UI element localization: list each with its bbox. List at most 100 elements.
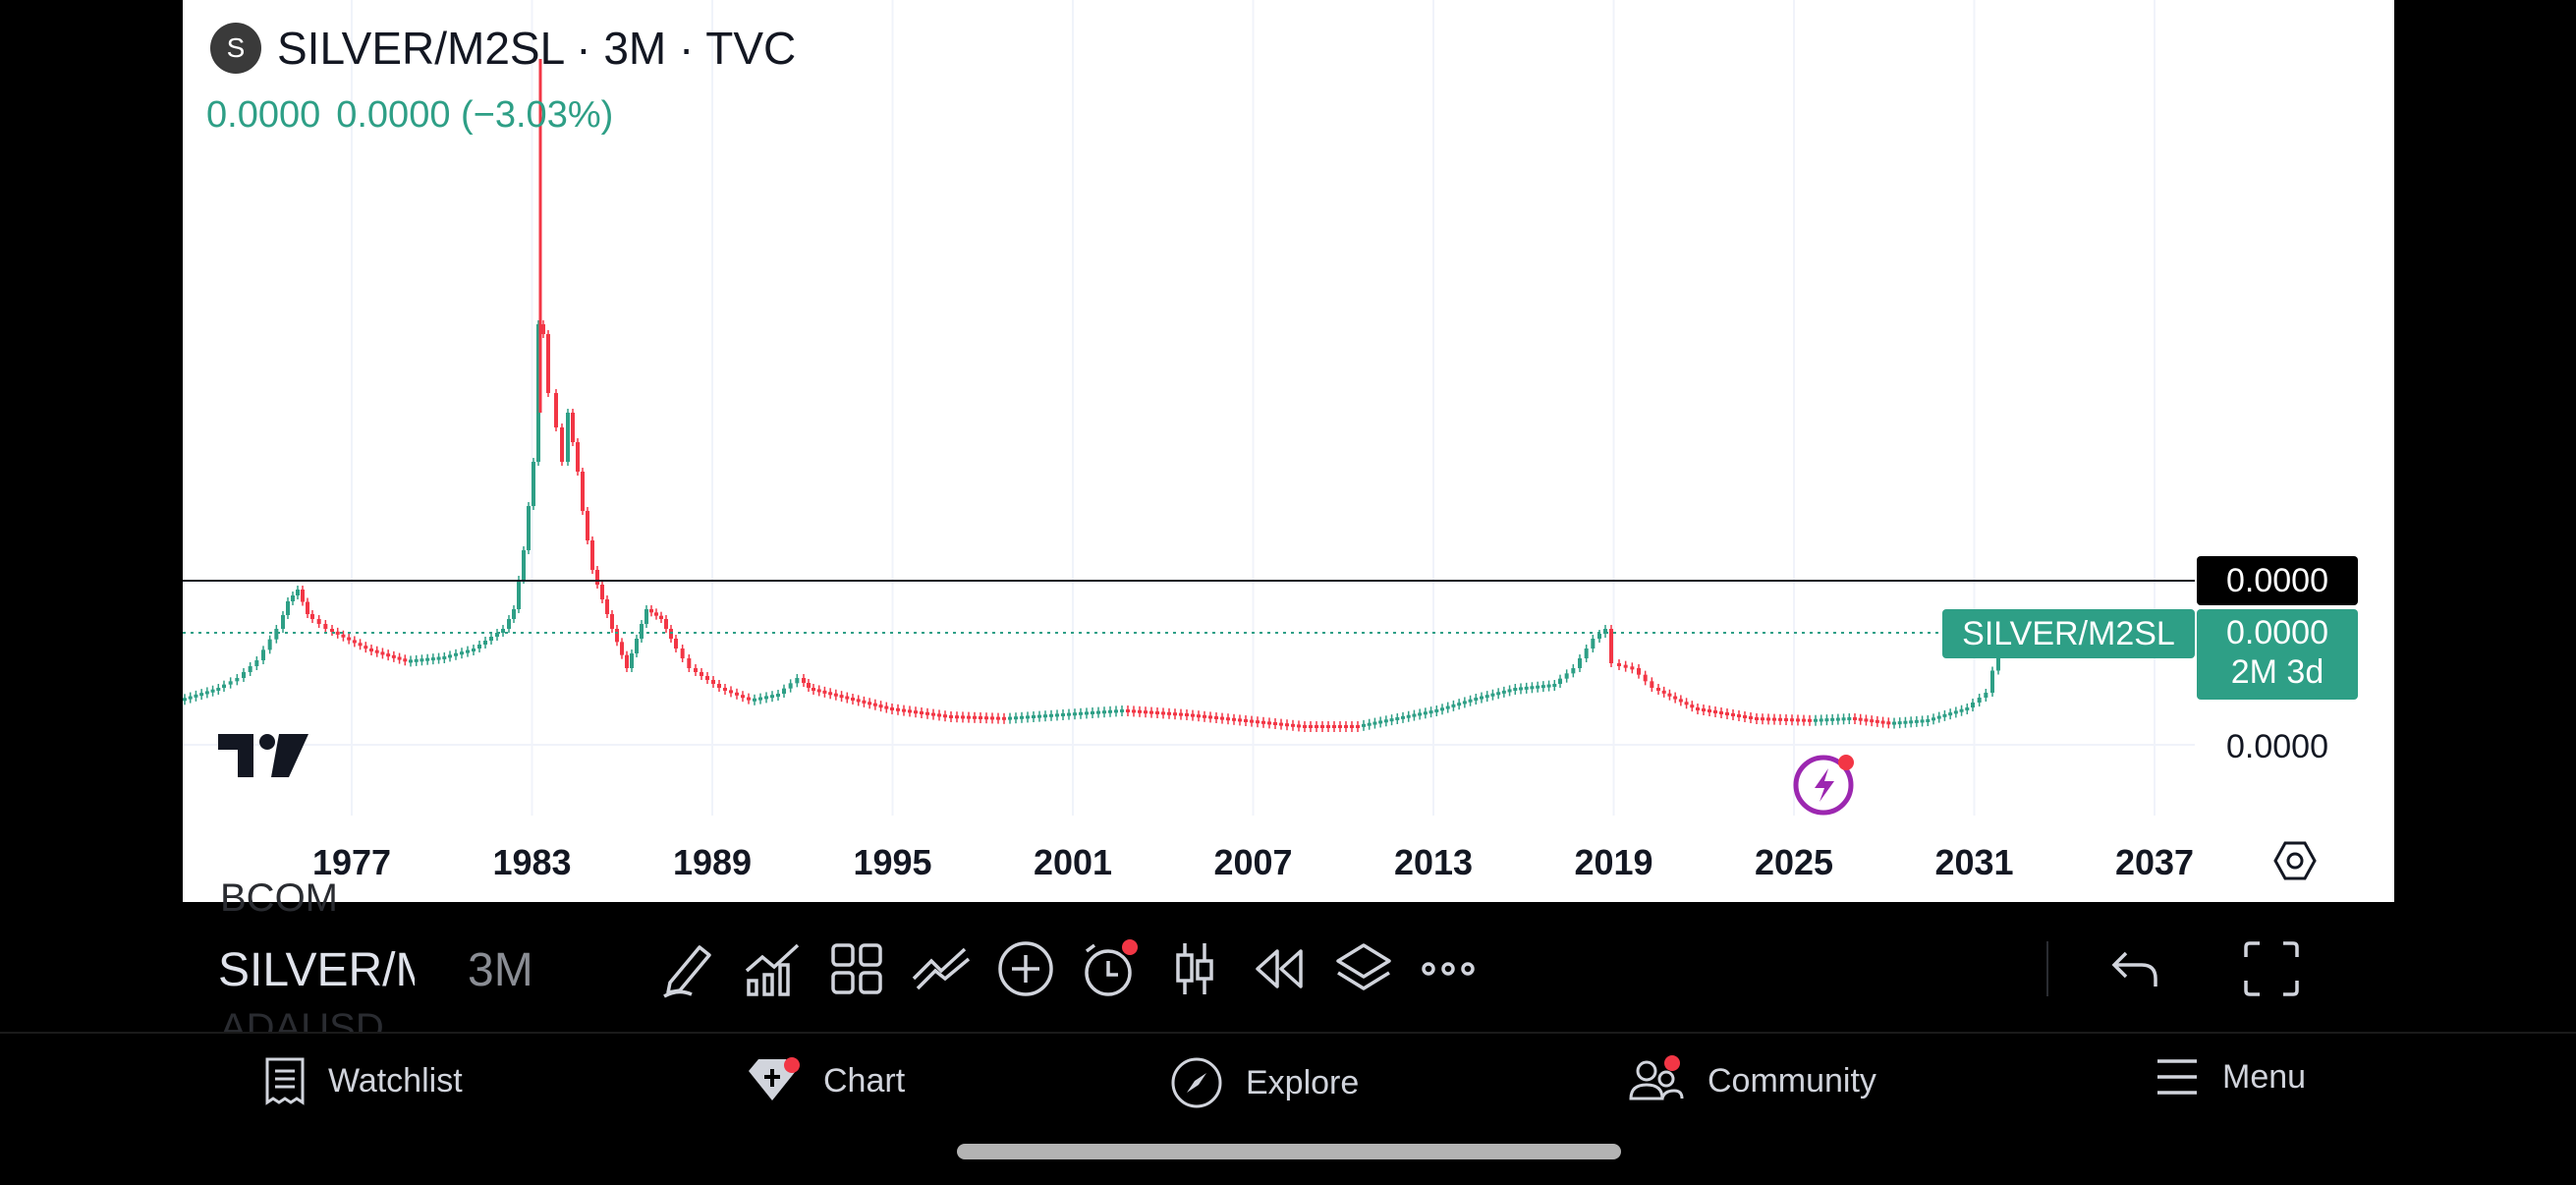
candle-body <box>1536 685 1540 689</box>
toolbar-interval[interactable]: 3M <box>468 944 533 996</box>
compare-icon[interactable] <box>910 937 973 1000</box>
candle-body <box>1061 713 1065 716</box>
time-axis-tick: 2037 <box>2115 842 2194 882</box>
chart-header: S SILVER/M2SL · 3M · TVC <box>210 22 796 75</box>
time-axis-tick: 2025 <box>1755 842 1833 882</box>
tradingview-logo-icon[interactable] <box>218 732 308 784</box>
candle-body <box>261 649 265 660</box>
price-chart[interactable]: 1977 1983 1989 1995 2001 2007 2013 2019 2025 2031… <box>183 0 2394 902</box>
candle-body <box>1356 725 1360 728</box>
candle-body <box>1144 710 1148 714</box>
candle-body <box>1673 696 1678 700</box>
candle-body <box>1428 710 1433 714</box>
replay-icon[interactable] <box>1248 937 1311 1000</box>
more-icon[interactable] <box>1417 937 1480 1000</box>
candle-body <box>654 612 658 616</box>
candle-body <box>1008 716 1012 720</box>
candle-body <box>380 651 385 655</box>
fullscreen-icon[interactable] <box>2240 937 2303 1000</box>
candle-body <box>782 688 786 694</box>
candle-body <box>267 639 272 650</box>
candle-body <box>1761 717 1764 721</box>
candle-body <box>1591 639 1596 649</box>
candle-body <box>1383 719 1388 723</box>
candle-body <box>925 711 929 715</box>
candle-body <box>1085 711 1089 715</box>
candle-body <box>1558 678 1562 684</box>
chart-panel[interactable]: 1977 1983 1989 1995 2001 2007 2013 2019 2025 2031… <box>183 0 2394 902</box>
candle-body <box>1462 701 1467 705</box>
nav-menu-label: Menu <box>2222 1057 2307 1096</box>
candle-body <box>1564 673 1569 679</box>
candle-body <box>862 700 867 704</box>
candle-body <box>1220 716 1224 720</box>
toolbar-symbol[interactable]: SILVER/M2SL <box>218 944 415 996</box>
candle-body <box>723 688 727 691</box>
candle-body <box>1114 709 1118 713</box>
candle-body <box>466 649 470 653</box>
candle-body <box>1959 708 1964 712</box>
candle-body <box>1108 709 1112 713</box>
candle-body <box>1445 705 1450 709</box>
candle-body <box>323 624 328 629</box>
candle-body <box>1749 716 1753 719</box>
undo-icon[interactable] <box>2104 937 2167 1000</box>
candle-body <box>1320 725 1324 728</box>
home-indicator[interactable] <box>957 1144 1621 1159</box>
candle-body <box>990 716 994 720</box>
candle-body <box>1875 719 1879 723</box>
nav-explore[interactable]: Explore <box>1169 1055 1359 1110</box>
candle-body <box>973 715 977 719</box>
lightning-icon[interactable] <box>1791 749 1860 822</box>
candle-body <box>1326 725 1330 728</box>
candle-body <box>1232 717 1236 721</box>
alert-icon[interactable] <box>1079 937 1142 1000</box>
candle-body <box>1731 713 1735 716</box>
nav-chart[interactable]: Chart <box>743 1055 905 1106</box>
candle-body <box>1965 707 1970 710</box>
toolbar-separator <box>2046 941 2048 996</box>
candle-body <box>1909 720 1914 724</box>
chart-settings-icon[interactable] <box>2271 837 2319 889</box>
candle-body <box>1996 649 2000 671</box>
price-scale-label: 0.0000 <box>2226 728 2328 765</box>
nav-menu[interactable]: Menu <box>2154 1055 2306 1099</box>
candle-body <box>1696 707 1700 710</box>
candle-body <box>1784 718 1788 721</box>
time-axis-tick: 1995 <box>853 842 931 882</box>
candle-body <box>188 696 193 700</box>
candle-body <box>286 601 290 615</box>
candle-body <box>1238 718 1242 722</box>
nav-community[interactable]: Community <box>1627 1055 1876 1106</box>
candle-body <box>1208 715 1212 719</box>
last-price-label: 0.0000 2M 3d <box>2197 609 2358 700</box>
open-value: 0.0000 <box>206 94 321 136</box>
candle-body <box>937 713 941 717</box>
candle-body <box>856 699 861 703</box>
layers-icon[interactable] <box>1332 937 1395 1000</box>
candle-body <box>1637 668 1641 675</box>
candle-body <box>1026 715 1030 719</box>
candle-body <box>501 629 505 633</box>
time-axis-tick: 1977 <box>312 842 391 882</box>
candle-body <box>1603 629 1607 634</box>
chart-grid <box>183 0 2195 816</box>
candle-body <box>1661 690 1666 694</box>
candle-body <box>1362 723 1366 727</box>
candle-body <box>902 708 906 712</box>
candle-body <box>1772 717 1776 721</box>
candle-body <box>1395 717 1400 720</box>
indicators-icon[interactable] <box>741 937 804 1000</box>
candle-body <box>1297 724 1301 728</box>
add-icon[interactable] <box>994 937 1057 1000</box>
candles-icon[interactable] <box>1163 937 1226 1000</box>
candle-body <box>1552 684 1557 687</box>
symbol-badge[interactable]: S <box>210 23 261 74</box>
candle-body <box>420 658 424 662</box>
nav-watchlist[interactable]: Watchlist <box>263 1055 463 1106</box>
candle-body <box>1948 712 1953 716</box>
chart-title[interactable]: SILVER/M2SL · 3M · TVC <box>277 23 797 74</box>
candle-body <box>442 656 447 659</box>
pencil-icon[interactable] <box>656 937 719 1000</box>
layout-icon[interactable] <box>825 937 888 1000</box>
